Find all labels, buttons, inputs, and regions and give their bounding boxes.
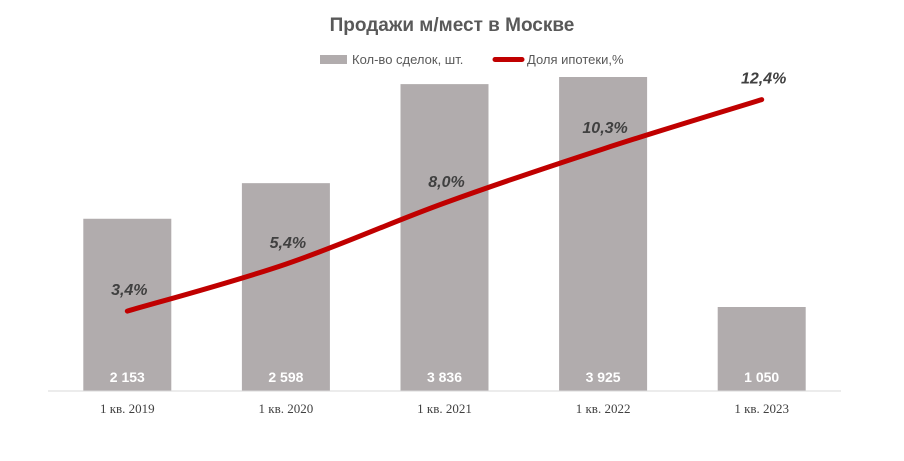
bar-value-label-2: 2 598: [268, 369, 303, 385]
bar-2: [241, 183, 330, 391]
x-tick-label-2: 1 кв. 2020: [259, 401, 314, 416]
x-tick-label-3: 1 кв. 2021: [417, 401, 472, 416]
x-tick-labels: 1 кв. 2019 1 кв. 2020 1 кв. 2021 1 кв. 2022…: [100, 401, 789, 416]
legend-label-line: Доля ипотеки,%: [527, 52, 624, 67]
legend-label-bar: Кол-во сделок, шт.: [352, 52, 463, 67]
bar-value-label-1: 2 153: [110, 369, 145, 385]
x-tick-label-1: 1 кв. 2019: [100, 401, 155, 416]
x-tick-label-5: 1 кв. 2023: [734, 401, 789, 416]
line-path: [124, 97, 765, 314]
line-value-label-1: 3,4%: [111, 282, 147, 299]
legend-swatch-bar: [320, 55, 347, 64]
chart-title: Продажи м/мест в Москве: [330, 15, 575, 36]
bar-series: [83, 77, 806, 392]
line-value-label-2: 5,4%: [270, 235, 306, 252]
line-value-label-4: 10,3%: [582, 120, 627, 137]
bar-3: [400, 84, 489, 392]
line-series: [124, 97, 765, 314]
legend: Кол-во сделок, шт. Доля ипотеки,%: [320, 52, 624, 67]
line-value-label-3: 8,0%: [428, 174, 464, 191]
bar-5: [717, 307, 806, 391]
bar-value-label-4: 3 925: [586, 369, 621, 385]
line-value-label-5: 12,4%: [741, 71, 786, 88]
x-tick-label-4: 1 кв. 2022: [576, 401, 631, 416]
bar-value-label-3: 3 836: [427, 369, 462, 385]
bar-4: [559, 77, 648, 391]
data-labels: 2 153 2 598 3 836 3 925 1 050 3,4% 5,4% 8,0% 10,…: [110, 71, 787, 385]
bar-value-label-5: 1 050: [744, 369, 779, 385]
